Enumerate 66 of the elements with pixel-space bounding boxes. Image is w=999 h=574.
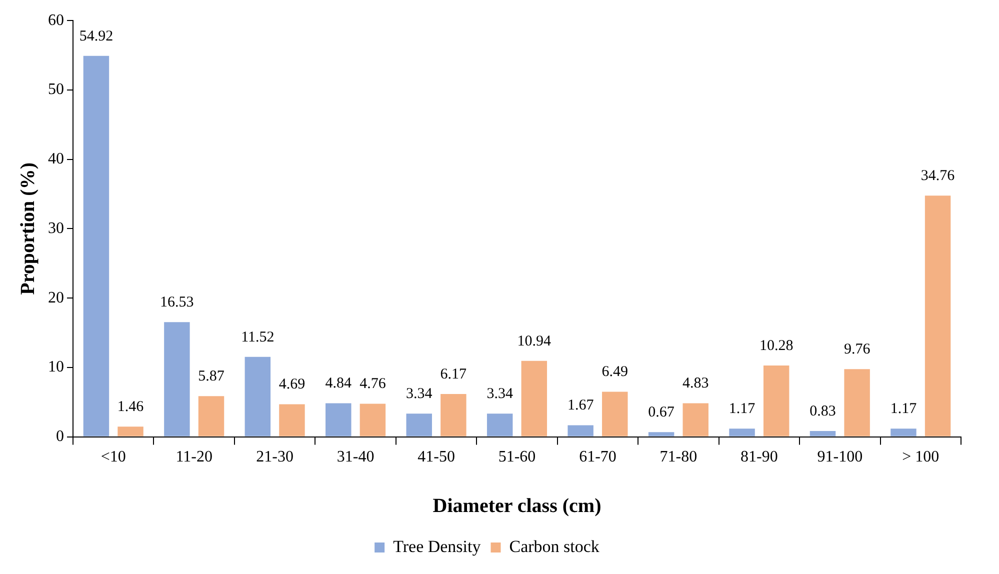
x-tick-label: 61-70	[579, 448, 616, 466]
y-tick-label: 30	[48, 220, 64, 237]
bar	[486, 414, 513, 436]
x-tick-label: 81-90	[740, 448, 778, 466]
x-tick-label: 21-30	[256, 448, 294, 466]
data-label: 1.17	[728, 401, 756, 418]
y-tick-label: 20	[48, 289, 64, 306]
bar	[810, 431, 836, 436]
bar	[118, 426, 144, 436]
data-label: 1.17	[890, 401, 918, 418]
data-label: 10.94	[517, 333, 552, 350]
data-label: 5.87	[198, 368, 225, 385]
x-tick-label: > 100	[902, 448, 940, 466]
bar	[682, 403, 708, 436]
data-label: 6.49	[602, 364, 628, 380]
bar	[602, 392, 628, 436]
bar	[729, 428, 755, 436]
bar	[279, 404, 305, 436]
data-label: 10.28	[759, 338, 794, 354]
bar	[83, 56, 110, 436]
data-label: 9.76	[844, 342, 871, 358]
data-label: 54.92	[79, 28, 114, 44]
y-tick-label: 60	[48, 12, 64, 29]
data-label: 4.83	[682, 376, 709, 392]
data-label: 11.52	[241, 329, 274, 346]
data-label: 3.34	[486, 386, 514, 402]
data-label: 1.67	[567, 398, 594, 414]
data-label: 0.67	[648, 404, 675, 421]
bar	[360, 404, 386, 436]
data-label: 4.84	[325, 376, 352, 392]
bar	[521, 360, 548, 436]
bar	[568, 425, 594, 436]
bar	[890, 428, 916, 436]
data-label: 1.46	[117, 399, 144, 416]
data-label: 16.53	[160, 294, 194, 311]
x-tick-label: 41-50	[418, 448, 455, 466]
y-tick-label: 50	[48, 81, 64, 98]
data-label: 34.76	[920, 168, 956, 184]
bar	[326, 403, 352, 436]
legend-label: Carbon stock	[509, 536, 600, 556]
bar	[763, 365, 790, 436]
bar	[440, 394, 466, 436]
bar	[164, 322, 190, 436]
x-tick-label: 51-60	[498, 448, 536, 466]
bar	[198, 396, 224, 436]
bar	[844, 369, 870, 436]
bar	[648, 432, 674, 436]
data-label: 4.69	[278, 376, 306, 393]
x-tick-label: 11-20	[176, 448, 212, 466]
x-tick-label: 71-80	[660, 448, 698, 466]
legend-label: Tree Density	[393, 536, 482, 556]
y-tick-label: 10	[48, 358, 64, 376]
x-axis-title: Diameter class (cm)	[432, 495, 602, 518]
x-tick-label: 31-40	[336, 448, 374, 466]
data-label: 0.83	[810, 403, 836, 420]
data-label: 3.34	[406, 386, 433, 402]
y-tick-label: 40	[48, 150, 64, 168]
y-tick-label: 0	[56, 428, 64, 446]
x-tick-label: 91-100	[817, 448, 863, 466]
x-tick-label: <10	[100, 448, 126, 466]
bar	[406, 414, 432, 436]
data-label: 6.17	[440, 366, 468, 382]
bar	[924, 196, 951, 436]
data-label: 4.76	[360, 376, 386, 392]
bar	[244, 356, 271, 436]
y-axis-title: Proportion (%)	[17, 162, 40, 295]
